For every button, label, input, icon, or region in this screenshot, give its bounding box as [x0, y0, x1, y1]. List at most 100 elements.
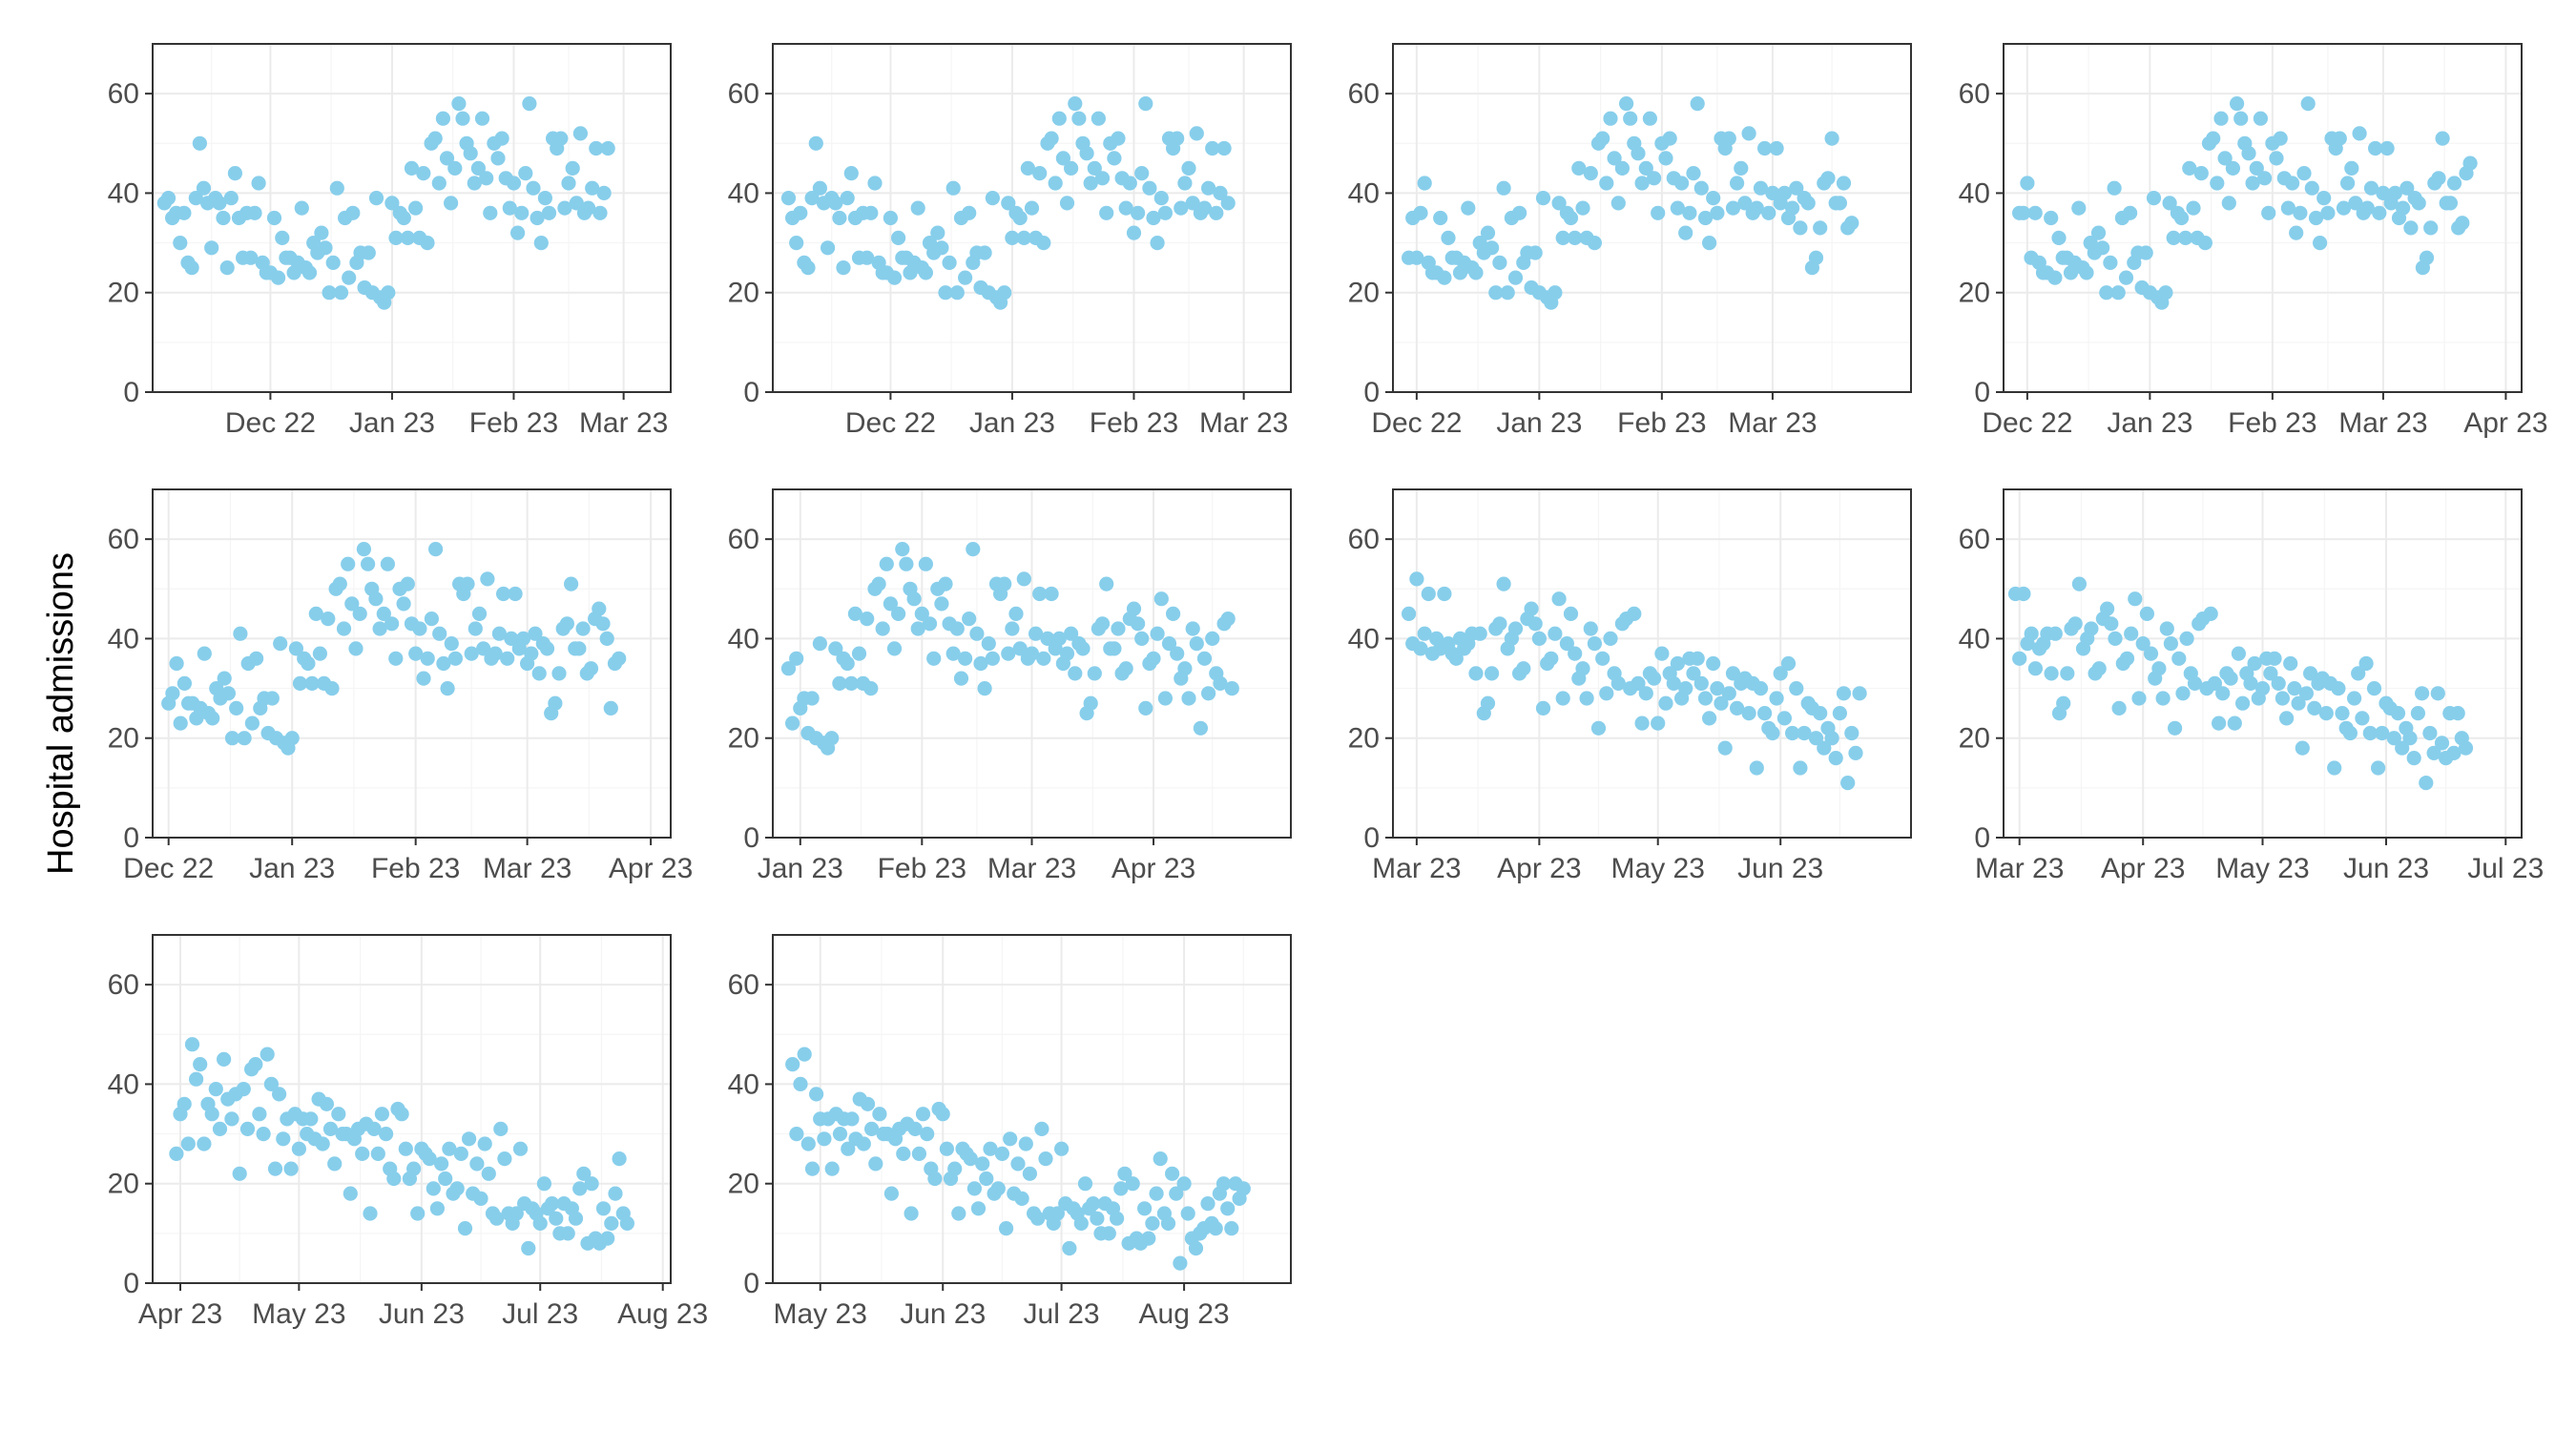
data-point: [1531, 631, 1547, 647]
data-point: [467, 176, 482, 191]
data-point: [449, 1181, 465, 1196]
data-point: [1417, 176, 1432, 191]
data-point: [1205, 631, 1220, 647]
data-point: [812, 180, 828, 196]
data-point: [1686, 666, 1701, 681]
data-point: [789, 651, 804, 666]
data-point: [2410, 706, 2425, 721]
data-point: [808, 135, 823, 151]
data-point: [1647, 671, 1662, 686]
data-point: [1075, 641, 1091, 656]
data-point: [227, 166, 242, 181]
data-point: [2426, 745, 2441, 761]
data-point: [886, 641, 903, 656]
data-point: [1658, 151, 1673, 166]
data-point: [2139, 606, 2154, 622]
data-point: [460, 576, 475, 591]
data-point: [2212, 716, 2227, 731]
y-tick-label: 60: [728, 524, 759, 555]
data-point: [1686, 166, 1701, 181]
data-point: [1674, 176, 1690, 191]
data-point: [1710, 681, 1725, 696]
data-point: [1189, 126, 1204, 141]
data-point: [1157, 691, 1173, 706]
x-tick-label: Mar 23: [1975, 853, 2064, 884]
data-point: [232, 1166, 247, 1181]
y-tick-label: 0: [1363, 822, 1380, 854]
data-point: [1413, 205, 1428, 220]
x-axis: May 23 Jun 23 Jul 23 Aug 23: [774, 1283, 1230, 1330]
data-point: [2178, 230, 2193, 245]
data-point: [1177, 176, 1193, 191]
panel-background: [2004, 44, 2522, 392]
x-tick-label: Dec 22: [1371, 407, 1462, 439]
data-point: [1697, 691, 1714, 706]
data-point: [1496, 180, 1511, 196]
data-point: [1488, 285, 1504, 301]
x-tick-label: Feb 23: [878, 853, 966, 884]
data-point: [2131, 691, 2147, 706]
data-point: [464, 646, 479, 661]
data-point: [560, 1226, 575, 1241]
data-point: [1828, 751, 1843, 766]
data-point: [522, 96, 537, 112]
data-point: [1024, 200, 1040, 216]
data-point: [599, 631, 614, 647]
data-point: [2275, 691, 2290, 706]
data-point: [1702, 711, 1717, 726]
data-point: [192, 135, 207, 151]
data-point: [2103, 255, 2118, 270]
data-point: [1117, 1166, 1132, 1181]
data-point: [1631, 675, 1646, 692]
data-point: [1213, 675, 1228, 692]
data-point: [384, 196, 400, 211]
data-point: [1734, 160, 1749, 176]
panel-3: 0 20 40 60 Dec 22 Jan 23 Feb 23 Mar 23: [1348, 43, 1912, 439]
data-point: [2187, 675, 2203, 692]
data-point: [1142, 180, 1157, 196]
data-point: [379, 1127, 394, 1142]
x-tick-label: Feb 23: [1617, 407, 1706, 439]
x-tick-label: Mar 23: [987, 853, 1076, 884]
data-point: [212, 196, 227, 211]
x-axis: Dec 22 Jan 23 Feb 23 Mar 23: [845, 392, 1288, 439]
data-point: [237, 731, 252, 746]
y-tick-label: 60: [1348, 524, 1380, 555]
data-point: [2331, 681, 2346, 696]
data-point: [1785, 725, 1800, 741]
y-tick-label: 0: [123, 822, 139, 854]
data-point: [1224, 1221, 1239, 1236]
data-point: [1776, 711, 1792, 726]
panel-border: [772, 43, 1292, 393]
data-point: [1417, 626, 1432, 641]
data-point: [603, 700, 618, 716]
panel-6: 0 20 40 60 Jan 23 Feb 23 Mar 23 Apr 23: [728, 488, 1292, 884]
data-point: [1185, 621, 1200, 636]
data-point: [363, 1206, 378, 1221]
panel-background: [153, 489, 671, 838]
data-point: [914, 606, 929, 622]
x-tick-label: Jun 23: [900, 1298, 986, 1330]
data-point: [488, 646, 503, 661]
data-point: [455, 111, 470, 126]
data-point: [2110, 285, 2126, 301]
data-point: [804, 191, 820, 206]
data-point: [1832, 196, 1847, 211]
x-tick-label: Mar 23: [1728, 407, 1817, 439]
data-point: [531, 666, 547, 681]
data-point: [1789, 180, 1804, 196]
data-point: [1725, 200, 1741, 216]
data-point: [949, 621, 965, 636]
data-point: [1437, 586, 1452, 602]
x-axis: Mar 23 Apr 23 May 23 Jun 23: [1372, 838, 1823, 884]
data-point: [1166, 606, 1181, 622]
data-point: [2344, 160, 2359, 176]
data-point: [804, 1161, 821, 1176]
data-point: [1492, 616, 1507, 632]
data-point: [843, 675, 859, 692]
data-point: [177, 675, 192, 692]
data-point: [321, 612, 336, 627]
data-point: [275, 230, 290, 245]
data-point: [2060, 666, 2075, 681]
data-point: [1757, 706, 1773, 721]
